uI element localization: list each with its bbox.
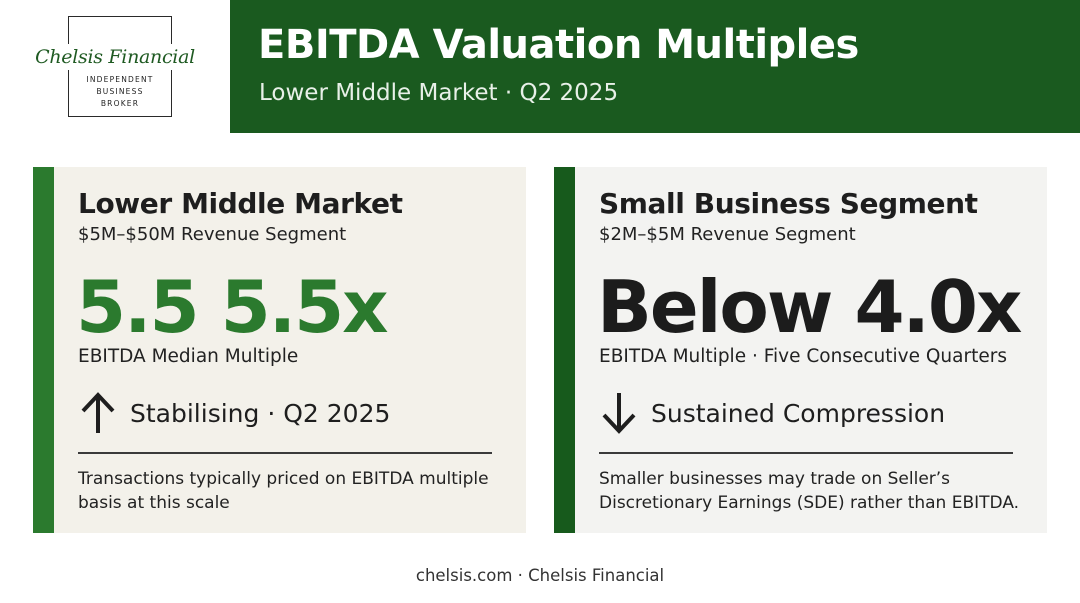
card-metric-label: EBITDA Median Multiple — [78, 346, 299, 367]
footer-credit: chelsis.com · Chelsis Financial — [415, 566, 665, 585]
divider — [78, 452, 492, 454]
card-accent-bar — [554, 167, 575, 533]
logo-tagline-line2: BUSINESS — [96, 87, 144, 96]
card-note: Smaller businesses may trade on Seller’s… — [599, 469, 1020, 513]
card-subtitle: $5M–$50M Revenue Segment — [78, 224, 347, 245]
logo-tagline-line1: INDEPENDENT — [86, 75, 154, 84]
logo-wordmark: Chelsis Financial — [35, 46, 195, 68]
logo-tagline: INDEPENDENT BUSINESS BROKER — [68, 74, 172, 110]
card-title: Lower Middle Market — [78, 187, 403, 220]
logo: Chelsis Financial INDEPENDENT BUSINESS B… — [0, 0, 230, 133]
header-band — [230, 0, 1080, 133]
card-subtitle: $2M–$5M Revenue Segment — [599, 224, 856, 245]
arrow-down-icon — [599, 391, 639, 435]
trend-text: Stabilising · Q2 2025 — [130, 398, 391, 428]
page-title: EBITDA Valuation Multiples — [258, 22, 859, 68]
card-multiple-value: 5.5 5.5x — [76, 265, 389, 349]
page-subtitle: Lower Middle Market · Q2 2025 — [259, 80, 619, 106]
card-multiple-value: Below 4.0x — [597, 265, 1022, 349]
trend-row: Stabilising · Q2 2025 — [78, 391, 390, 435]
card-note: Transactions typically priced on EBITDA … — [78, 469, 489, 513]
card-accent-bar — [33, 167, 54, 533]
logo-tagline-line3: BROKER — [100, 99, 140, 108]
trend-row: Sustained Compression — [599, 391, 945, 435]
arrow-up-icon — [78, 391, 118, 435]
trend-text: Sustained Compression — [651, 398, 946, 428]
card-title: Small Business Segment — [599, 187, 978, 220]
card-metric-label: EBITDA Multiple · Five Consecutive Quart… — [599, 346, 1007, 367]
divider — [599, 452, 1013, 454]
lower-middle-market-card: Lower Middle Market $5M–$50M Revenue Seg… — [33, 167, 526, 533]
logo-frame-gap — [30, 44, 200, 70]
small-business-card: Small Business Segment $2M–$5M Revenue S… — [554, 167, 1047, 533]
